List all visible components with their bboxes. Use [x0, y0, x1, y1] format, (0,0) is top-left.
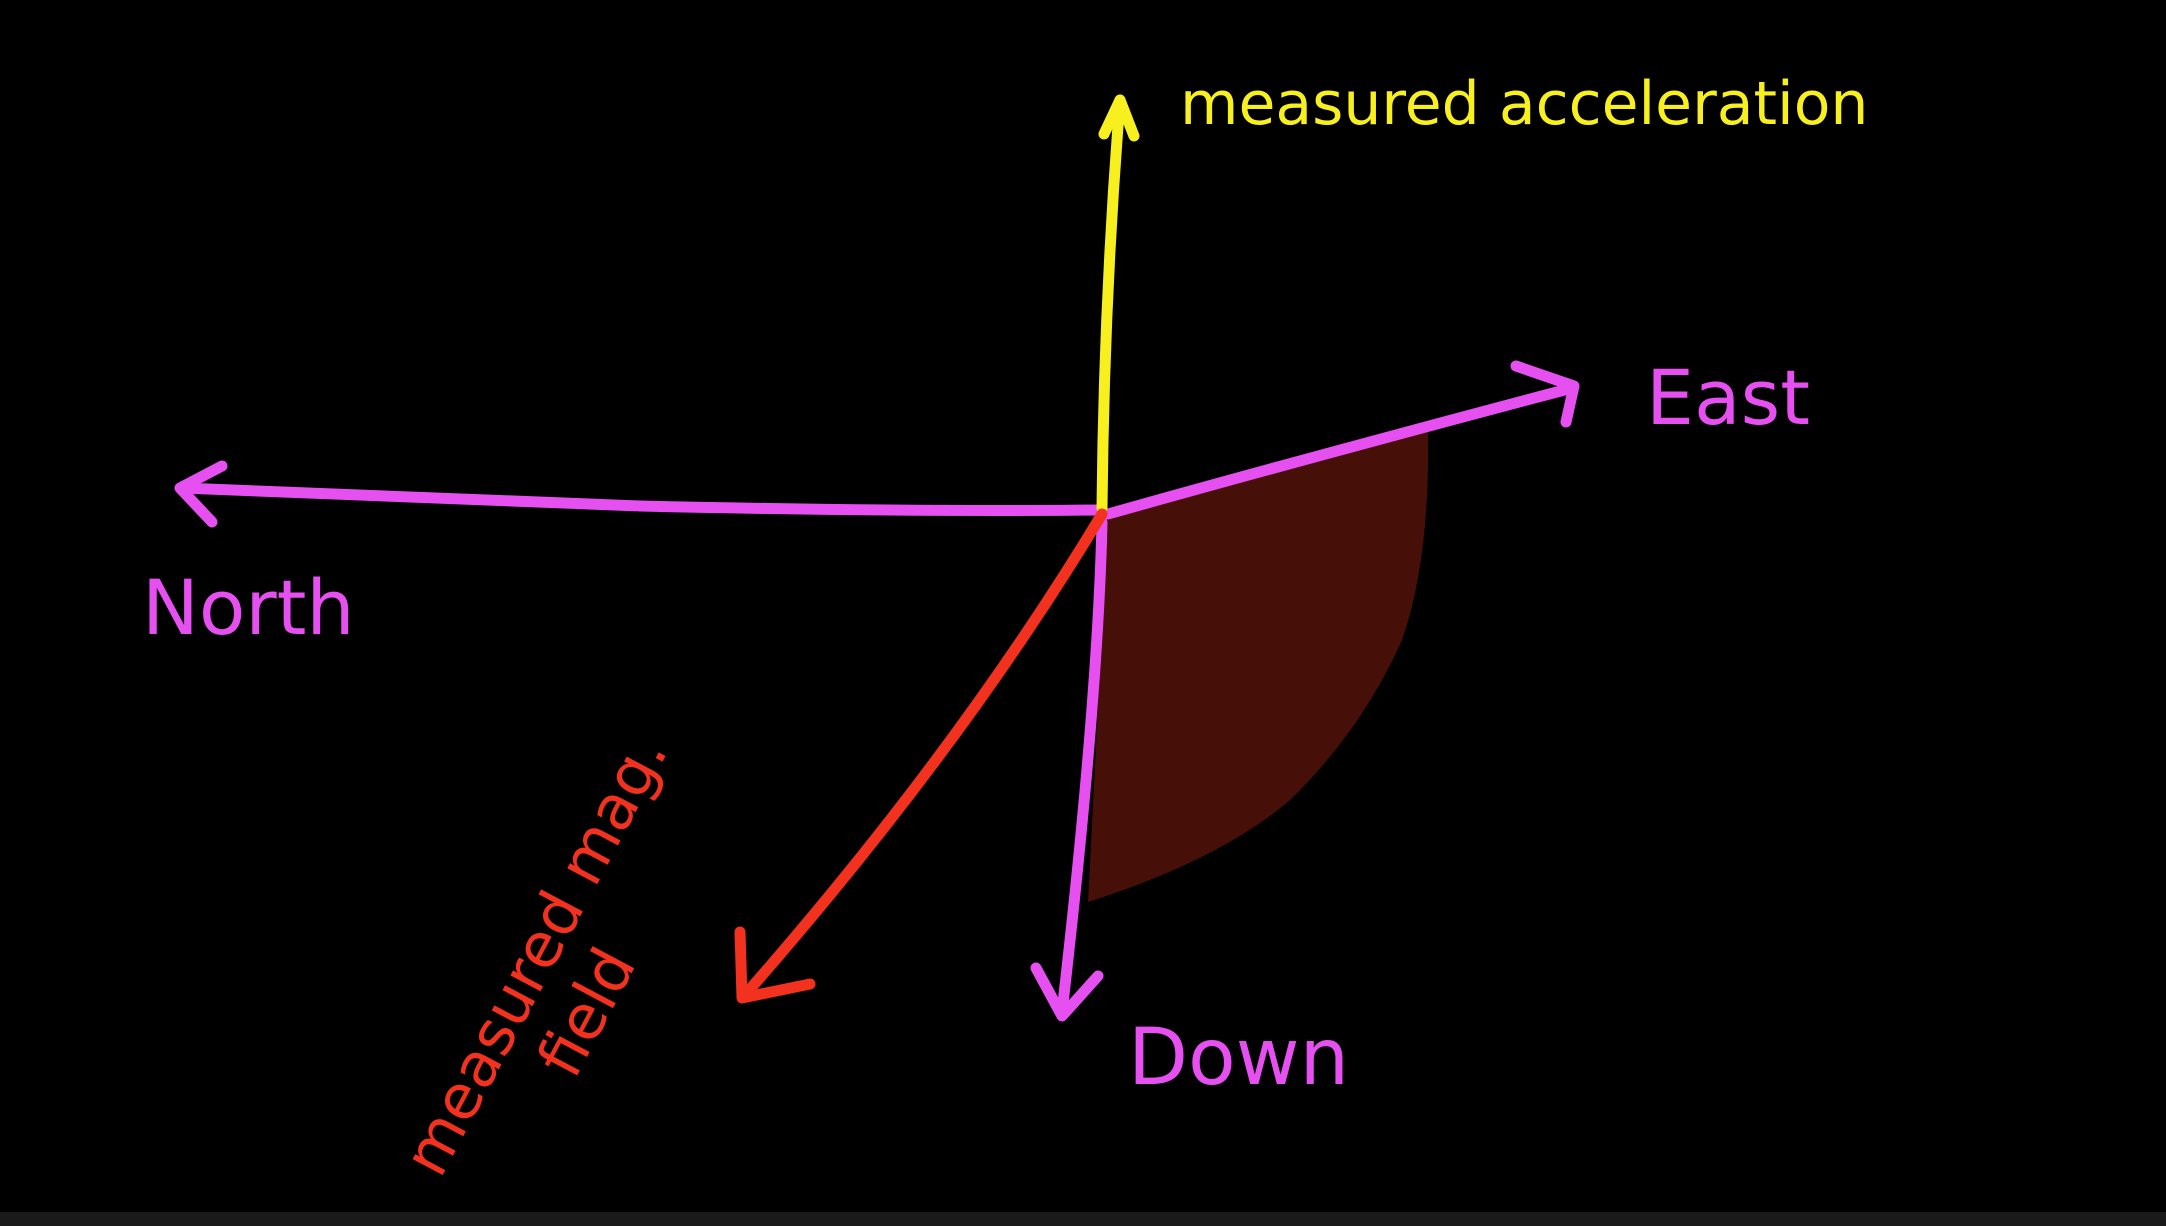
mag-field-label-line1: measured mag. [389, 723, 682, 1187]
acceleration-arrowhead [1098, 94, 1140, 142]
down-axis-line [1056, 516, 1108, 1018]
down-label: Down [1128, 1013, 1349, 1103]
mag-field-arrowhead [734, 926, 816, 1004]
east-arrowhead [1510, 360, 1580, 428]
shaded-angle-region [1088, 432, 1429, 902]
north-axis-line [176, 482, 1106, 516]
east-label: East [1646, 353, 1810, 442]
north-arrowhead [174, 460, 228, 528]
bottom-bar [0, 1212, 2166, 1226]
east-axis-line [1102, 382, 1578, 520]
mag-field-vector-line [738, 508, 1108, 1002]
acceleration-vector-line [1096, 94, 1126, 514]
north-label: North [142, 563, 355, 652]
mag-field-label: measured mag. field [389, 723, 682, 1187]
acceleration-label: measured acceleration [1180, 69, 1868, 139]
down-arrowhead [1030, 962, 1104, 1022]
